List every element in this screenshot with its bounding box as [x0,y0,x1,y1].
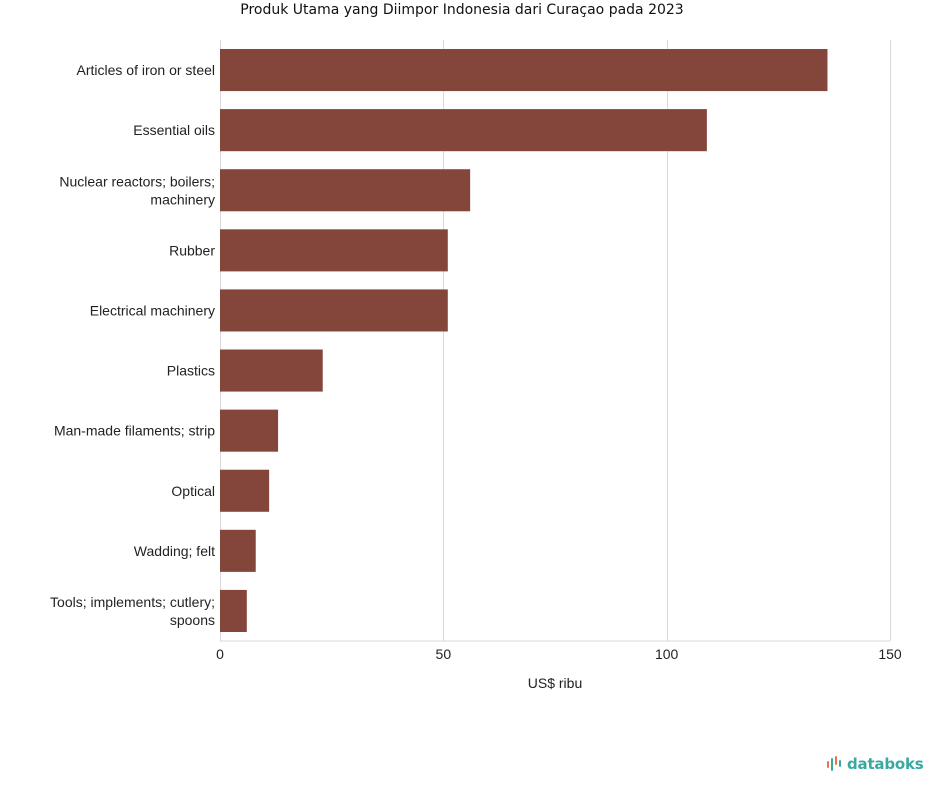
category-label: Optical [171,483,215,499]
databoks-logo-icon [827,756,841,771]
x-axis-ticks: 0 50 100 150 [216,646,902,662]
bar [220,169,471,212]
bar [220,589,247,632]
x-tick-label: 50 [436,646,452,662]
bar [220,229,448,272]
category-labels: Articles of iron or steel Essential oils N… [50,62,215,628]
bar [220,49,828,92]
x-tick-label: 100 [655,646,679,662]
x-axis-title: US$ ribu [528,675,582,691]
category-label: Nuclear reactors; boilers; machinery [59,173,215,207]
chart-title: Produk Utama yang Diimpor Indonesia dari… [240,2,683,18]
databoks-wordmark: databoks [847,755,924,773]
category-label: Man-made filaments; strip [54,423,215,439]
databoks-logo: databoks [826,754,924,774]
bar [220,109,707,152]
x-tick-label: 0 [216,646,224,662]
category-label: Articles of iron or steel [77,62,216,78]
category-label: Tools; implements; cutlery; spoons [50,594,215,628]
bar [220,409,279,452]
category-label: Essential oils [133,122,215,138]
bar [220,349,323,392]
bar [220,469,270,512]
category-label: Rubber [169,242,215,258]
x-tick-label: 150 [878,646,902,662]
category-label: Plastics [167,363,215,379]
bar [220,529,256,572]
bars [220,49,828,632]
category-label: Electrical machinery [90,302,215,318]
category-label: Wadding; felt [134,543,215,559]
bar [220,289,448,332]
